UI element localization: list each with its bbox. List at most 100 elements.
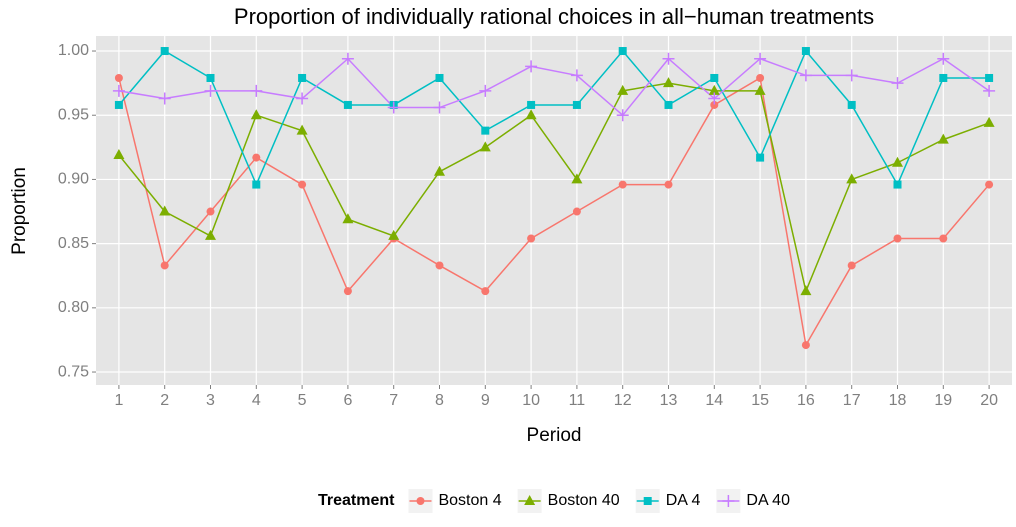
marker — [206, 73, 215, 82]
legend-title: Treatment — [318, 492, 395, 509]
marker — [435, 261, 444, 270]
marker — [616, 109, 629, 122]
x-tick-label: 5 — [298, 392, 307, 409]
marker — [113, 149, 125, 160]
marker — [252, 153, 261, 162]
x-tick-label: 18 — [889, 392, 907, 409]
marker — [754, 52, 767, 65]
marker — [435, 73, 444, 82]
x-axis-label: Period — [527, 425, 582, 446]
x-tick-label: 14 — [705, 392, 723, 409]
marker — [983, 116, 995, 127]
marker — [708, 84, 720, 95]
marker — [801, 341, 810, 350]
marker — [937, 133, 949, 144]
x-tick-label: 9 — [481, 392, 490, 409]
marker — [527, 100, 536, 109]
series-line — [118, 82, 990, 294]
x-tick-label: 17 — [843, 392, 861, 409]
marker — [112, 84, 125, 97]
marker — [298, 180, 307, 189]
marker — [891, 77, 904, 90]
marker — [847, 261, 856, 270]
marker — [983, 84, 996, 97]
marker — [160, 47, 169, 56]
marker — [572, 100, 581, 109]
x-tick-label: 15 — [751, 392, 769, 409]
marker — [479, 84, 492, 97]
x-tick-label: 2 — [160, 392, 169, 409]
marker — [571, 173, 583, 184]
marker — [343, 287, 352, 296]
marker — [433, 101, 446, 114]
x-tick-label: 4 — [252, 392, 261, 409]
marker — [618, 180, 627, 189]
marker — [160, 261, 169, 270]
marker — [800, 285, 812, 296]
x-tick-label: 11 — [569, 392, 586, 409]
marker — [296, 124, 308, 135]
legend-label: Boston 4 — [438, 492, 501, 509]
marker — [845, 69, 858, 82]
marker — [618, 47, 627, 56]
x-tick-label: 3 — [206, 392, 215, 409]
marker — [341, 52, 354, 65]
chart-title: Proportion of individually rational choi… — [234, 4, 874, 29]
marker — [388, 229, 400, 240]
legend-label: Boston 40 — [548, 492, 620, 509]
legend-label: DA 40 — [746, 492, 790, 509]
marker — [159, 205, 171, 216]
marker — [481, 287, 490, 296]
marker — [158, 92, 171, 105]
marker — [525, 109, 537, 120]
x-tick-label: 10 — [522, 392, 540, 409]
marker — [617, 84, 629, 95]
marker — [527, 234, 536, 243]
marker — [570, 69, 583, 82]
marker — [939, 234, 948, 243]
marker — [387, 101, 400, 114]
marker — [252, 180, 261, 189]
x-tick-label: 13 — [660, 392, 678, 409]
marker — [985, 73, 994, 82]
x-tick-label: 16 — [797, 392, 815, 409]
marker — [846, 173, 858, 184]
marker — [893, 234, 902, 243]
marker — [204, 84, 217, 97]
x-tick-label: 6 — [343, 392, 352, 409]
legend-label: DA 4 — [666, 492, 701, 509]
marker — [801, 47, 810, 56]
y-tick-label: 0.80 — [58, 299, 89, 316]
y-axis-label: Proportion — [9, 167, 30, 255]
x-tick-label: 19 — [934, 392, 952, 409]
legend-marker — [524, 495, 536, 505]
marker — [662, 52, 675, 65]
marker — [985, 180, 994, 189]
legend-marker — [416, 497, 425, 505]
marker — [479, 141, 491, 152]
marker — [298, 73, 307, 82]
marker — [756, 73, 765, 82]
legend: Treatment Boston 4 Boston 40 DA 4 DA 40 — [318, 489, 790, 513]
y-tick-label: 0.95 — [58, 106, 89, 123]
marker — [114, 73, 123, 82]
x-tick-label: 7 — [389, 392, 398, 409]
marker — [250, 109, 262, 120]
x-tick-label: 12 — [614, 392, 632, 409]
y-tick-label: 0.85 — [58, 235, 89, 252]
marker — [572, 207, 581, 216]
marker — [342, 213, 354, 224]
x-tick-label: 1 — [114, 392, 123, 409]
marker — [708, 92, 721, 105]
y-tick-label: 0.90 — [58, 171, 89, 188]
series-line — [118, 49, 990, 187]
x-tick-label: 20 — [980, 392, 998, 409]
marker — [937, 52, 950, 65]
marker — [754, 84, 766, 95]
panel — [96, 36, 1012, 385]
legend-marker — [722, 495, 735, 507]
marker — [893, 180, 902, 189]
marker — [939, 73, 948, 82]
series-line — [118, 76, 990, 348]
